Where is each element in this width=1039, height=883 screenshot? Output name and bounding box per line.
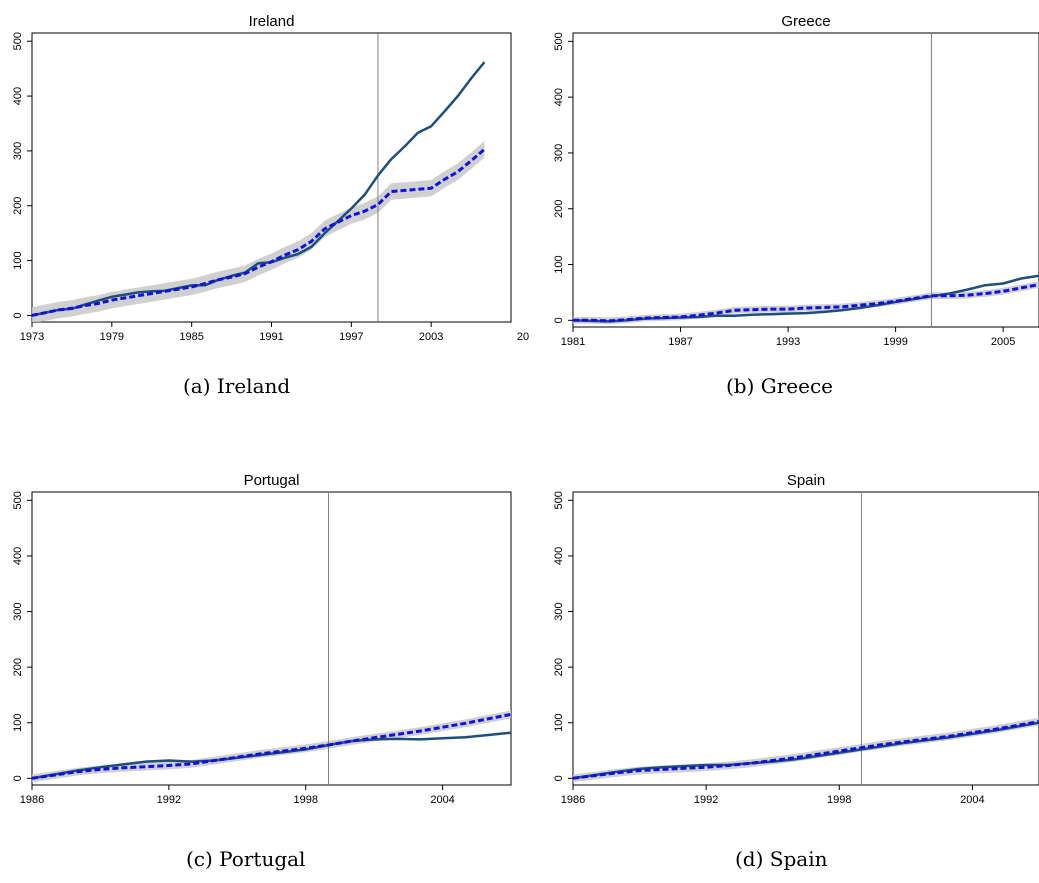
y-tick-label: 100	[12, 251, 24, 269]
x-tick-label: 2003	[419, 331, 443, 343]
y-tick-label: 0	[553, 317, 565, 323]
y-tick-label: 500	[553, 491, 565, 509]
chart-title: Ireland	[249, 13, 295, 30]
y-tick-label: 200	[12, 658, 24, 676]
y-tick-label: 400	[12, 547, 24, 565]
series-line-synthetic	[573, 720, 1039, 780]
confidence-band	[573, 281, 1039, 325]
x-tick-label: 1992	[157, 794, 181, 806]
y-tick-label: 100	[553, 714, 565, 732]
series-line-actual	[32, 61, 486, 317]
confidence-band	[32, 141, 485, 322]
y-tick-label: 500	[12, 32, 24, 50]
y-tick-label: 200	[553, 200, 565, 218]
y-tick-label: 400	[553, 547, 565, 565]
chart-4: Spain 0 100 200 300 400 500 1986 1992 1998 2004	[553, 472, 1039, 806]
series-line-actual	[32, 731, 511, 780]
x-tick-label: 2005	[991, 336, 1015, 348]
chart-1: Ireland 0 100 200 300 400 500 1973 1979 1985 1991 1…	[12, 13, 529, 343]
x-tick-label: 1992	[694, 794, 718, 806]
plot-frame	[31, 32, 512, 323]
series-line-synthetic	[32, 148, 486, 317]
chart-title: Portugal	[244, 472, 300, 489]
plot-frame	[572, 32, 1039, 328]
chart-title: Spain	[787, 472, 825, 489]
y-tick-label: 300	[553, 144, 565, 162]
confidence-band	[32, 710, 511, 783]
y-tick-label: 500	[553, 32, 565, 50]
caption-a: (a) Ireland	[183, 374, 291, 398]
x-tick-label: 1998	[827, 794, 851, 806]
y-tick-label: 300	[12, 602, 24, 620]
x-tick-label: 1991	[259, 331, 283, 343]
y-tick-label: 400	[553, 88, 565, 106]
y-tick-label: 300	[12, 142, 24, 160]
x-tick-label: 1985	[179, 331, 203, 343]
y-tick-label: 0	[12, 775, 24, 781]
x-tick-label: 1981	[561, 336, 585, 348]
plot-frame	[572, 491, 1039, 786]
y-tick-label: 100	[553, 255, 565, 273]
series-line-synthetic	[573, 283, 1039, 323]
y-tick-label: 200	[12, 197, 24, 215]
x-tick-label: 1999	[883, 336, 907, 348]
y-tick-label: 300	[553, 602, 565, 620]
caption-d: (d) Spain	[735, 847, 828, 871]
y-tick-label: 0	[553, 775, 565, 781]
x-tick-label: 1986	[561, 794, 585, 806]
x-tick-label: 1993	[776, 336, 800, 348]
x-tick-label: 2004	[430, 794, 454, 806]
x-tick-label: 1986	[20, 794, 44, 806]
chart-3: Portugal 0 100 200 300 400 500 1986 1992 1998 2004	[12, 472, 512, 806]
plot-frame	[31, 491, 512, 786]
chart-2: Greece 0 100 200 300 400 500 1981 1987 1993 1999 20…	[553, 13, 1039, 348]
chart-title: Greece	[781, 13, 830, 30]
caption-c: (c) Portugal	[186, 847, 306, 871]
x-tick-label: 1987	[668, 336, 692, 348]
y-tick-label: 500	[12, 491, 24, 509]
y-tick-label: 100	[12, 714, 24, 732]
caption-b: (b) Greece	[726, 374, 834, 398]
x-tick-label: 2004	[960, 794, 984, 806]
x-tick-label: 1998	[293, 794, 317, 806]
x-tick-label: 1997	[339, 331, 363, 343]
y-tick-label: 200	[553, 658, 565, 676]
y-tick-label: 0	[12, 312, 24, 318]
x-tick-label: 20	[517, 331, 529, 343]
x-tick-label: 1979	[100, 331, 124, 343]
y-tick-label: 400	[12, 87, 24, 105]
x-tick-label: 1973	[20, 331, 44, 343]
